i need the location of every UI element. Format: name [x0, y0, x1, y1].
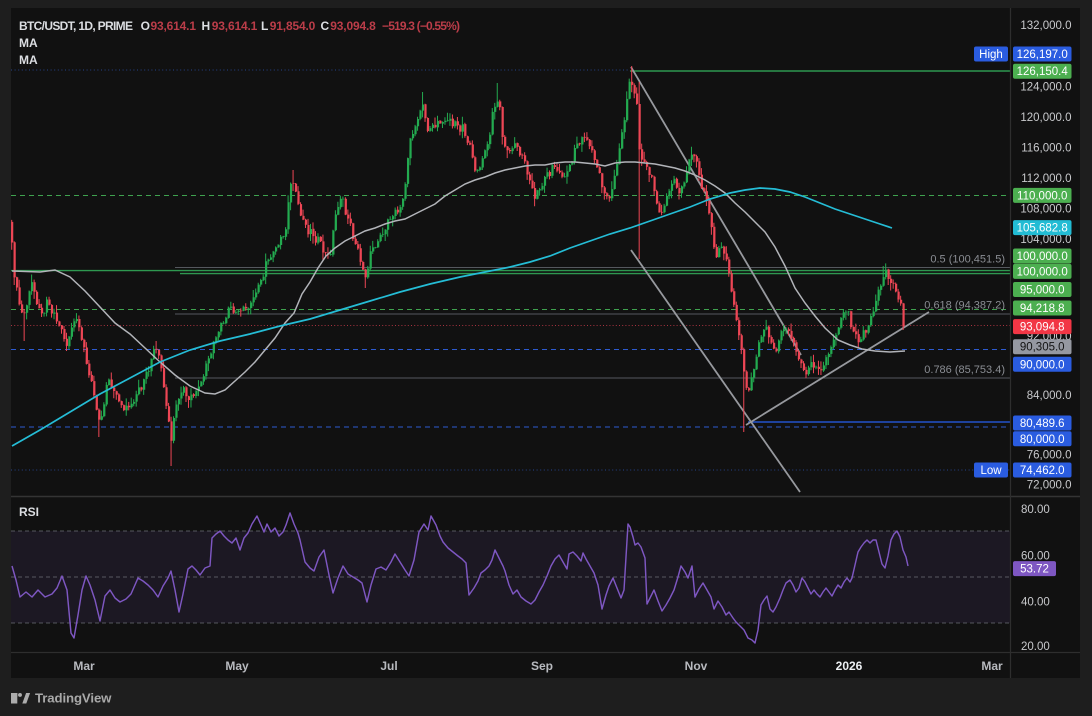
svg-text:Sep: Sep [531, 659, 553, 673]
svg-text:80.00: 80.00 [1021, 504, 1050, 516]
svg-text:May: May [225, 659, 249, 673]
svg-text:MA: MA [19, 53, 38, 67]
svg-text:74,462.0: 74,462.0 [1020, 465, 1065, 477]
svg-text:94,218.8: 94,218.8 [1020, 303, 1065, 315]
svg-text:90,000.0: 90,000.0 [1020, 359, 1065, 371]
svg-text:100,000.0: 100,000.0 [1017, 251, 1068, 263]
svg-text:−519.3 (−0.55%): −519.3 (−0.55%) [382, 19, 460, 33]
svg-text:104,000.0: 104,000.0 [1020, 234, 1071, 246]
svg-text:126,197.0: 126,197.0 [1017, 49, 1068, 61]
svg-text:20.00: 20.00 [1021, 641, 1050, 653]
svg-text:H: H [202, 19, 211, 33]
svg-text:108,000.0: 108,000.0 [1020, 204, 1071, 216]
svg-text:126,150.4: 126,150.4 [1017, 66, 1069, 78]
svg-text:116,000.0: 116,000.0 [1021, 143, 1071, 155]
svg-text:110,000.0: 110,000.0 [1017, 190, 1067, 202]
svg-text:124,000.0: 124,000.0 [1020, 81, 1071, 93]
svg-text:80,000.0: 80,000.0 [1020, 434, 1065, 446]
svg-text:Low: Low [980, 465, 1002, 477]
svg-text:Mar: Mar [981, 659, 1003, 673]
svg-text:132,000.0: 132,000.0 [1020, 20, 1071, 32]
svg-text:40.00: 40.00 [1021, 596, 1050, 608]
svg-text:84,000.0: 84,000.0 [1027, 390, 1072, 402]
svg-text:105,682.8: 105,682.8 [1017, 223, 1068, 235]
svg-text:MA: MA [19, 36, 38, 50]
svg-text:TradingView: TradingView [35, 691, 112, 706]
svg-text:100,000.0: 100,000.0 [1017, 266, 1068, 278]
svg-text:93,094.8: 93,094.8 [1020, 322, 1065, 334]
svg-text:C: C [321, 19, 330, 33]
svg-text:High: High [979, 49, 1003, 61]
svg-text:Jul: Jul [380, 659, 397, 673]
svg-text:120,000.0: 120,000.0 [1020, 112, 1071, 124]
svg-text:Mar: Mar [73, 659, 95, 673]
svg-text:O: O [141, 19, 150, 33]
svg-text:60.00: 60.00 [1021, 550, 1050, 562]
svg-text:93,094.8: 93,094.8 [330, 19, 376, 33]
svg-text:0.786 (85,753.4): 0.786 (85,753.4) [924, 364, 1005, 376]
svg-text:90,305.0: 90,305.0 [1020, 342, 1065, 354]
svg-text:80,489.6: 80,489.6 [1020, 418, 1065, 430]
svg-text:76,000.0: 76,000.0 [1027, 450, 1072, 462]
svg-text:91,854.0: 91,854.0 [270, 19, 316, 33]
svg-text:0.5 (100,451.5): 0.5 (100,451.5) [930, 254, 1005, 266]
svg-text:0.618 (94,387.2): 0.618 (94,387.2) [924, 300, 1005, 312]
svg-text:53.72: 53.72 [1020, 564, 1049, 576]
svg-text:112,000.0: 112,000.0 [1021, 173, 1071, 185]
svg-text:RSI: RSI [19, 505, 39, 519]
svg-text:L: L [261, 19, 268, 33]
svg-text:95,000.0: 95,000.0 [1020, 285, 1065, 297]
svg-text:72,000.0: 72,000.0 [1027, 480, 1072, 492]
svg-text:93,614.1: 93,614.1 [212, 19, 258, 33]
svg-text:BTC/USDT, 1D, PRIME: BTC/USDT, 1D, PRIME [19, 19, 133, 33]
svg-text:93,614.1: 93,614.1 [151, 19, 197, 33]
svg-text:Nov: Nov [685, 659, 708, 673]
svg-text:2026: 2026 [836, 659, 863, 673]
